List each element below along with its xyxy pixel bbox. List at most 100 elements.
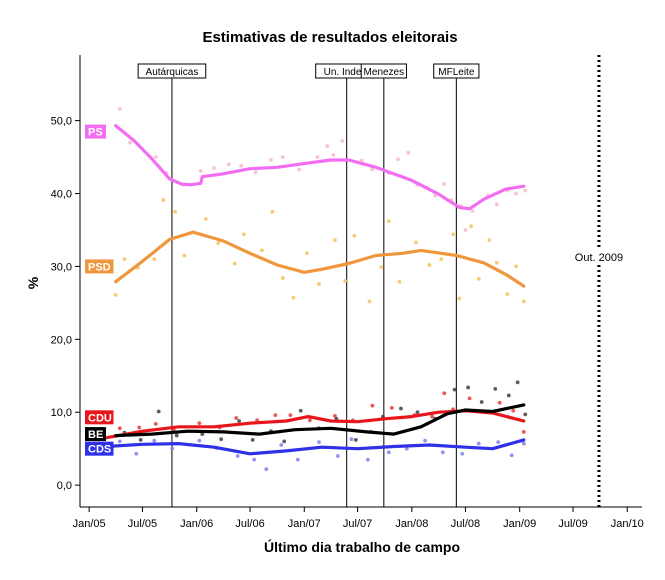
- trend-line-be: [114, 403, 526, 438]
- data-point-cds: [152, 438, 157, 443]
- data-point-psd: [352, 233, 357, 238]
- data-point-cds: [349, 437, 354, 442]
- data-point-cds: [279, 443, 284, 447]
- data-point-psd: [487, 238, 492, 243]
- event-label-box: [360, 63, 407, 79]
- data-point-psd: [152, 257, 157, 262]
- data-point-be: [515, 380, 520, 385]
- data-point-ps: [117, 107, 122, 111]
- y-tick-label: 10,0: [51, 407, 72, 419]
- event-label: MFLeite: [438, 67, 475, 78]
- series-label-cdu: CDU: [88, 412, 112, 424]
- data-point-cdu: [389, 405, 394, 410]
- data-point-cds: [496, 440, 501, 445]
- data-point-ps: [463, 228, 468, 232]
- series-label-box-be: [85, 427, 106, 442]
- trend-line-psd: [114, 230, 526, 288]
- data-point-cds: [521, 441, 526, 446]
- data-point-cds: [386, 450, 391, 455]
- series-label-box-cdu: [85, 410, 114, 425]
- y-tick-label: 30,0: [51, 261, 72, 273]
- data-point-ps: [523, 188, 528, 193]
- event-label: Autárquicas: [146, 67, 199, 78]
- data-point-psd: [367, 299, 372, 304]
- data-point-ps: [433, 193, 438, 198]
- data-point-cdu: [467, 396, 472, 401]
- data-point-psd: [457, 296, 462, 301]
- data-point-cds: [335, 454, 340, 458]
- election-label: Out. 2009: [575, 252, 623, 264]
- x-tick-label: Jan/07: [288, 518, 321, 530]
- data-point-be: [399, 406, 403, 411]
- x-tick-label: Jul/06: [235, 518, 264, 530]
- event-label: Menezes: [364, 67, 405, 78]
- data-point-cdu: [273, 413, 278, 418]
- data-point-psd: [494, 260, 499, 265]
- data-point-be: [353, 438, 358, 442]
- data-point-psd: [451, 232, 455, 237]
- data-point-psd: [305, 251, 309, 256]
- data-point-cdu: [442, 391, 447, 396]
- series-label-box-cds: [85, 441, 114, 456]
- data-point-cds: [423, 438, 427, 443]
- x-tick-label: Jul/08: [451, 518, 480, 530]
- x-tick-label: Jul/05: [128, 518, 157, 530]
- data-point-be: [282, 439, 287, 444]
- data-point-psd: [203, 217, 208, 221]
- data-point-cdu: [153, 421, 158, 426]
- y-tick-label: 20,0: [51, 334, 72, 346]
- data-point-cds: [366, 457, 370, 462]
- x-tick-label: Jan/10: [611, 518, 644, 530]
- series-label-be: BE: [88, 429, 103, 441]
- data-point-ps: [253, 170, 258, 175]
- data-point-psd: [270, 209, 275, 214]
- data-point-ps: [153, 155, 158, 159]
- y-tick-label: 50,0: [51, 116, 72, 128]
- data-point-be: [506, 393, 511, 398]
- data-point-ps: [128, 140, 132, 145]
- series-label-ps: PS: [88, 127, 103, 139]
- data-point-ps: [315, 155, 320, 159]
- series-label-box-ps: [85, 124, 106, 139]
- data-point-cdu: [137, 425, 142, 430]
- data-point-be: [219, 437, 224, 442]
- data-point-psd: [386, 219, 391, 224]
- data-point-cds: [235, 454, 240, 458]
- data-point-ps: [331, 152, 336, 157]
- data-point-psd: [333, 238, 337, 243]
- data-point-be: [156, 409, 161, 414]
- data-point-psd: [521, 299, 526, 304]
- data-point-ps: [280, 155, 285, 159]
- data-point-psd: [259, 248, 264, 253]
- data-point-cds: [197, 438, 202, 443]
- data-point-cds: [295, 457, 300, 462]
- event-label: Un. Indep.: [324, 67, 370, 78]
- data-point-psd: [414, 240, 418, 245]
- data-point-psd: [397, 279, 402, 284]
- data-point-be: [298, 408, 303, 413]
- data-point-cdu: [521, 430, 526, 434]
- y-tick-label: 0,0: [57, 480, 72, 492]
- x-tick-label: Jan/09: [503, 518, 536, 530]
- x-tick-label: Jan/05: [73, 518, 106, 530]
- data-point-cdu: [370, 403, 375, 408]
- event-label-box: [137, 63, 207, 79]
- data-point-be: [237, 419, 242, 423]
- data-point-cdu: [333, 413, 337, 418]
- election-label-bg: [570, 249, 627, 264]
- x-tick-label: Jul/07: [343, 518, 372, 530]
- data-point-psd: [427, 263, 432, 267]
- data-point-cds: [134, 451, 139, 456]
- data-point-ps: [297, 167, 302, 172]
- plot-area: 0,0 10,0 20,0 30,0 40,0 50,0 Jan/05 Jul/05 Jan/0…: [51, 55, 644, 530]
- chart-title: Estimativas de resultados eleitorais: [202, 29, 457, 46]
- data-point-cdu: [307, 418, 312, 423]
- data-point-psd: [343, 279, 348, 283]
- data-point-cdu: [511, 408, 516, 413]
- data-point-psd: [505, 292, 510, 297]
- data-point-be: [452, 387, 457, 392]
- data-point-be: [250, 438, 255, 442]
- data-point-be: [174, 433, 179, 438]
- y-tick-label: 40,0: [51, 189, 72, 201]
